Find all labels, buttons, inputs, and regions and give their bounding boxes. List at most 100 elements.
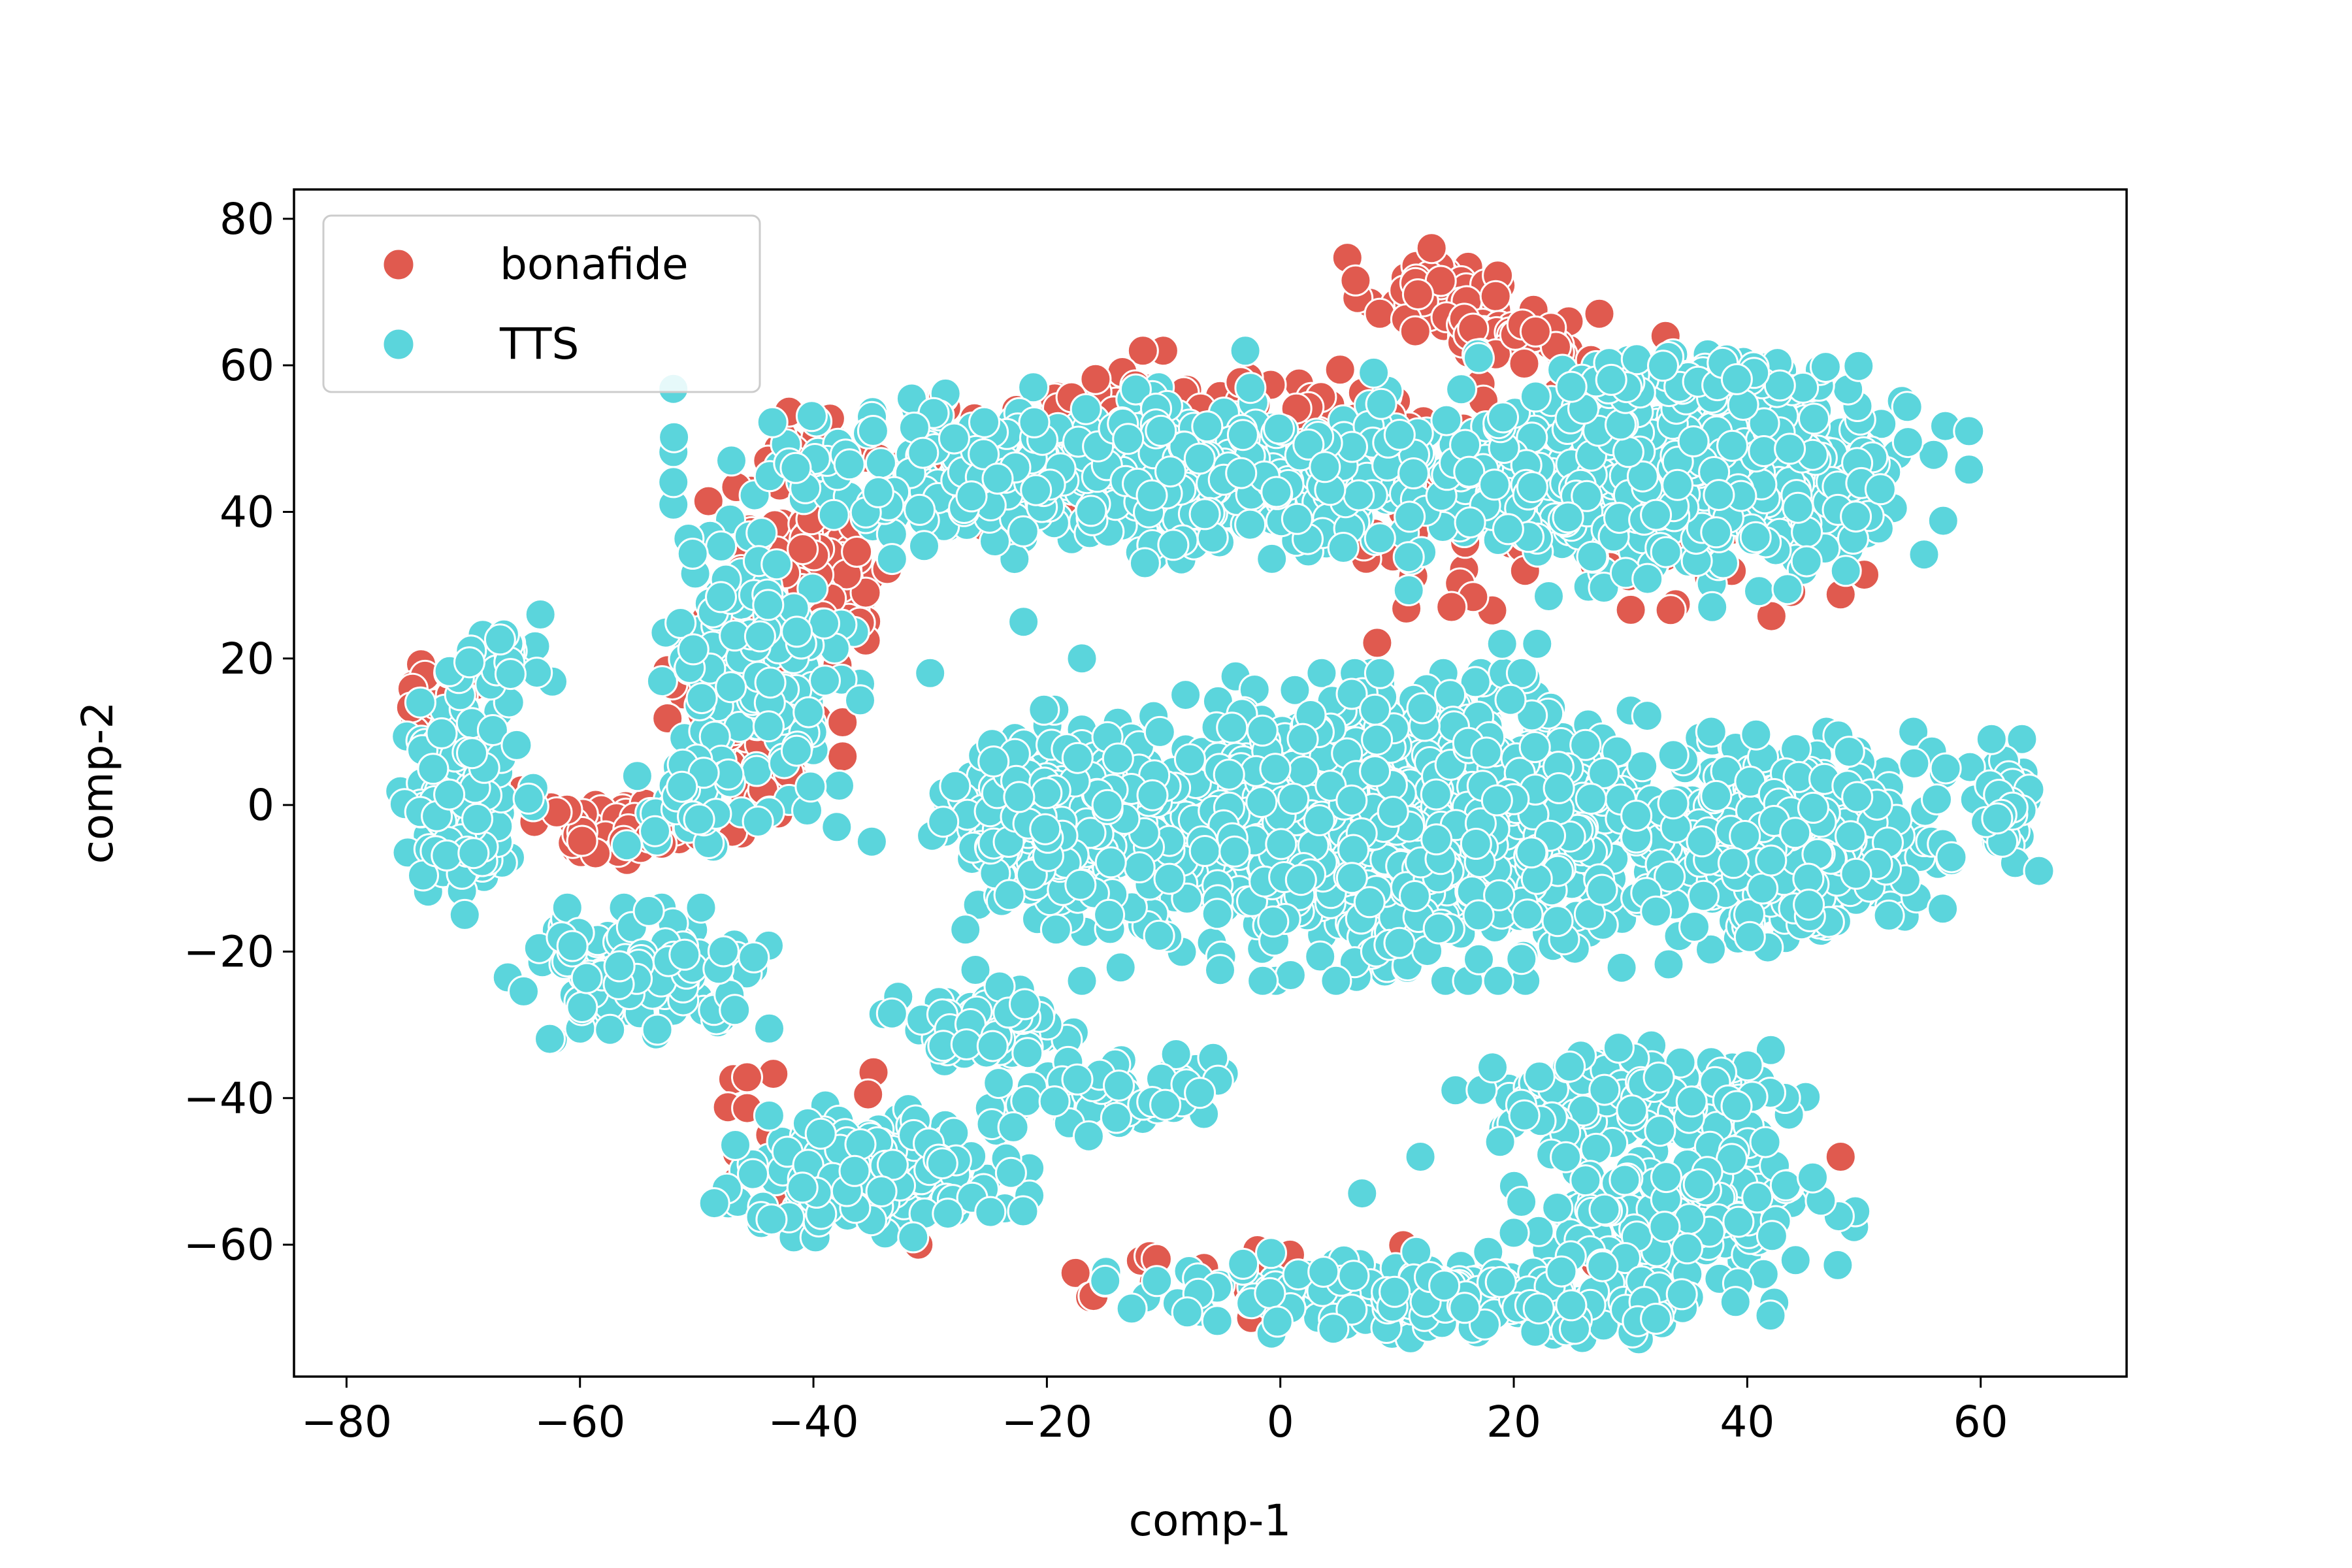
data-point-tts [1361,723,1394,756]
data-point-tts [1153,862,1186,895]
data-point-tts [904,493,936,526]
data-point-tts [857,415,889,447]
data-point-tts [594,1013,627,1046]
data-point-tts [1327,532,1360,564]
data-point-tts [524,598,557,630]
data-point-tts [1136,779,1169,811]
data-point-tts [1497,1217,1530,1249]
data-point-tts [508,975,540,1007]
data-point-tts [1261,1305,1294,1338]
data-point-tts [1480,784,1513,817]
data-point-tts [698,1187,730,1220]
data-point-tts [938,422,970,455]
data-point-tts [425,717,458,749]
data-point-bonafide [757,1058,790,1090]
data-point-tts [833,448,866,481]
data-point-tts [1066,964,1098,997]
data-point-tts [1234,508,1267,541]
data-point-tts [1511,898,1544,931]
data-point-tts [1927,892,1959,925]
data-point-bonafide [692,485,725,517]
data-point-tts [1953,453,1985,486]
data-point-tts [1337,834,1369,866]
data-point-tts [1260,476,1293,508]
data-point-tts [1029,813,1062,845]
data-point-tts [897,1221,930,1254]
data-point-tts [1383,926,1416,959]
data-point-tts [1320,964,1352,997]
data-point-tts [1898,747,1931,779]
data-point-tts [1616,1094,1648,1127]
data-point-tts [1039,913,1072,946]
data-point-tts [719,994,751,1026]
data-point-bonafide [1126,335,1159,367]
data-point-tts [448,898,481,931]
data-point-tts [417,753,449,785]
data-point-tts [1213,759,1245,791]
data-point-tts [1303,804,1335,836]
data-point-tts [1307,1256,1340,1288]
data-point-tts [1631,700,1663,732]
data-point-tts [1518,731,1551,763]
data-point-tts [1277,783,1310,815]
data-point-tts [1640,895,1673,928]
data-point-tts [932,1198,964,1230]
data-point-tts [1841,781,1874,813]
data-point-tts [1575,783,1607,815]
data-point-tts [1505,657,1538,689]
data-point-tts [786,1171,819,1204]
data-point-bonafide [1399,315,1431,348]
data-point-bonafide [826,706,859,738]
data-point-tts [1586,1250,1619,1282]
data-point-tts [1184,1077,1217,1109]
data-point-tts [1100,1102,1132,1134]
data-point-tts [1756,1220,1788,1252]
data-point-tts [1281,502,1313,535]
data-point-tts [1030,777,1063,809]
data-point-tts [1555,1289,1588,1322]
data-point-tts [1145,414,1177,447]
data-point-tts [974,1196,1007,1228]
data-point-tts [1602,1032,1635,1064]
data-point-tts [534,1022,566,1055]
data-point-tts [997,1111,1030,1143]
data-point-bonafide [852,1078,885,1111]
data-point-tts [1520,862,1553,895]
data-point-tts [1541,905,1574,938]
data-point-bonafide [566,825,598,857]
data-point-tts [875,997,908,1030]
data-point-tts [1397,457,1429,489]
data-point-tts [983,1067,1015,1100]
data-point-tts [1687,879,1720,912]
data-point-tts [658,421,691,453]
data-point-tts [1793,889,1825,921]
data-point-bonafide [731,1061,763,1094]
data-point-tts [1700,779,1733,812]
data-point-tts [641,1013,674,1046]
data-point-tts [1246,714,1279,747]
data-point-tts [1020,474,1053,506]
data-point-tts [1070,393,1102,425]
data-point-tts [981,463,1014,495]
data-point-tts [908,530,940,563]
data-point-tts [1642,1061,1675,1094]
data-point-tts [707,935,740,968]
data-point-tts [1420,823,1453,856]
data-point-tts [1143,715,1176,748]
data-point-tts [1364,657,1396,689]
data-point-tts [1201,898,1233,930]
data-point-tts [1265,828,1298,860]
data-point-tts [1173,743,1206,776]
data-point-tts [1729,820,1761,852]
data-point-tts [1554,1051,1586,1083]
series-tts [384,335,2055,1356]
data-point-tts [1505,943,1538,975]
data-point-tts [1675,1085,1708,1118]
data-point-tts [1141,1265,1173,1298]
data-point-tts [719,1129,751,1161]
plot-area [384,232,2055,1356]
data-point-tts [1484,1266,1517,1298]
data-point-tts [1128,547,1161,580]
data-point-tts [1379,1275,1411,1308]
